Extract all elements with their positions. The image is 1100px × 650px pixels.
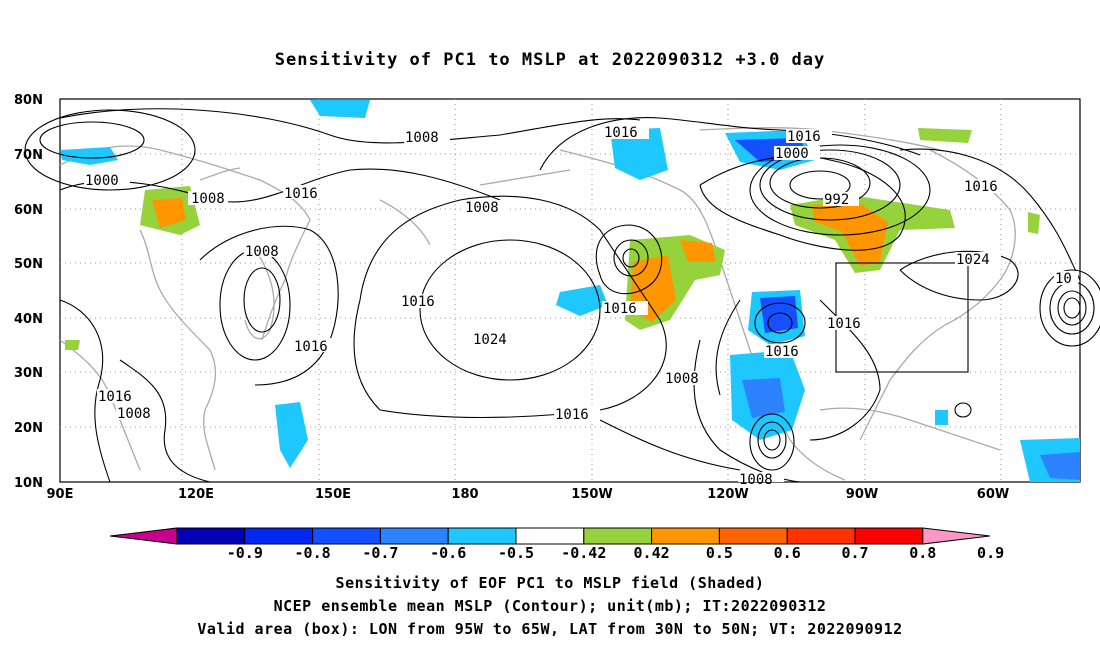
shade-orange [152, 198, 186, 228]
contour-label: 1016 [827, 316, 861, 332]
contour-label: 1008 [465, 200, 499, 216]
lat-label: 80N [14, 93, 43, 108]
contour-label-group: 1008 1016 1008 1016 1000 1008 1008 1016 … [84, 125, 1078, 488]
lat-label: 60N [14, 203, 43, 218]
contour-label: 1008 [245, 244, 279, 260]
lon-label: 150W [571, 487, 612, 502]
shade-green [65, 340, 80, 350]
caption-shading: Sensitivity of EOF PC1 to MSLP field (Sh… [335, 574, 765, 592]
contour-label: 1016 [964, 179, 998, 195]
lat-label: 50N [14, 257, 43, 272]
shade-cyan [60, 147, 118, 165]
contour-label: 1016 [98, 389, 132, 405]
shade-orange [680, 240, 716, 262]
pressure-contours [24, 108, 1100, 483]
shade-blue [760, 296, 798, 333]
contour-label: 1008 [191, 191, 225, 207]
colorbar-swatch [718, 527, 788, 545]
lat-label: 10N [14, 476, 43, 491]
lat-label: 70N [14, 148, 43, 163]
lat-label: 40N [14, 312, 43, 327]
colorbar-label: -0.42 [561, 544, 606, 562]
contour-label: 1016 [401, 294, 435, 310]
colorbar-swatch [515, 527, 585, 545]
shade-cyan [275, 402, 308, 468]
colorbar-label: 0.42 [634, 544, 670, 562]
colorbar-swatch [379, 527, 449, 545]
contour-label: 1016 [787, 129, 821, 145]
contour-label: 10 [1055, 271, 1072, 287]
shade-cyan [935, 410, 948, 425]
contour-label: 1008 [665, 371, 699, 387]
lon-label: 180 [451, 487, 478, 502]
colorbar-swatch [447, 527, 517, 545]
colorbar-label: 0.5 [706, 544, 733, 562]
contour-label: 1024 [473, 332, 507, 348]
colorbar-swatch [312, 527, 381, 545]
contour-label: 1016 [765, 344, 799, 360]
lon-label: 150E [315, 487, 351, 502]
contour-label: 1008 [117, 406, 151, 422]
plot-title: Sensitivity of PC1 to MSLP at 2022090312… [274, 50, 826, 70]
colorbar-label: -0.8 [295, 544, 331, 562]
colorbar-label: 0.8 [909, 544, 936, 562]
colorbar-low-arrow [109, 527, 178, 545]
contour-label: 1016 [603, 301, 637, 317]
sensitivity-shading [60, 100, 1080, 482]
colorbar-swatch [176, 527, 246, 545]
shade-cyan [556, 285, 608, 316]
caption-valid-area: Valid area (box): LON from 95W to 65W, L… [197, 620, 903, 638]
caption-contour: NCEP ensemble mean MSLP (Contour); unit(… [273, 597, 827, 615]
contour-label: 1000 [85, 173, 119, 189]
shade-green [1028, 212, 1040, 234]
colorbar-swatch [786, 527, 856, 545]
lat-label: 30N [14, 366, 43, 381]
lon-label: 90W [846, 487, 878, 502]
colorbar-label: -0.9 [227, 544, 263, 562]
shade-blue [1040, 452, 1080, 480]
lon-label: 60W [977, 487, 1009, 502]
colorbar-swatch [651, 527, 720, 545]
colorbar-label: 0.7 [841, 544, 868, 562]
colorbar-label: 0.9 [977, 544, 1004, 562]
shade-green [918, 128, 972, 143]
lon-label: 120W [707, 487, 748, 502]
contour-label: 1016 [284, 186, 318, 202]
colorbar-swatch [583, 527, 653, 545]
contour-label: 1016 [294, 339, 328, 355]
shade-cyan [310, 100, 370, 118]
latitude-labels: 80N 70N 60N 50N 40N 30N 20N 10N [14, 93, 43, 491]
colorbar-label: -0.7 [362, 544, 398, 562]
colorbar: -0.9 -0.8 -0.7 -0.6 -0.5 -0.42 0.42 0.5 0.6 0.7 0.… [109, 527, 1004, 562]
colorbar-swatch [854, 527, 924, 545]
shade-cyan [610, 128, 668, 180]
shade-blue [742, 378, 785, 418]
contour-label: 1008 [739, 472, 773, 488]
colorbar-label: 0.6 [774, 544, 801, 562]
colorbar-swatch [244, 527, 314, 545]
contour-label: 992 [824, 192, 849, 208]
contour-label: 1016 [604, 125, 638, 141]
contour-label: 1008 [405, 130, 439, 146]
lat-label: 20N [14, 421, 43, 436]
lon-label: 120E [178, 487, 214, 502]
colorbar-label: -0.5 [498, 544, 534, 562]
lon-label: 90E [47, 487, 74, 502]
contour-label: 1016 [555, 407, 589, 423]
contour-label: 1000 [775, 146, 809, 162]
colorbar-label: -0.6 [430, 544, 466, 562]
contour-label: 1024 [956, 252, 990, 268]
colorbar-high-arrow [922, 527, 990, 545]
longitude-labels: 90E 120E 150E 180 150W 120W 90W 60W [47, 487, 1010, 502]
